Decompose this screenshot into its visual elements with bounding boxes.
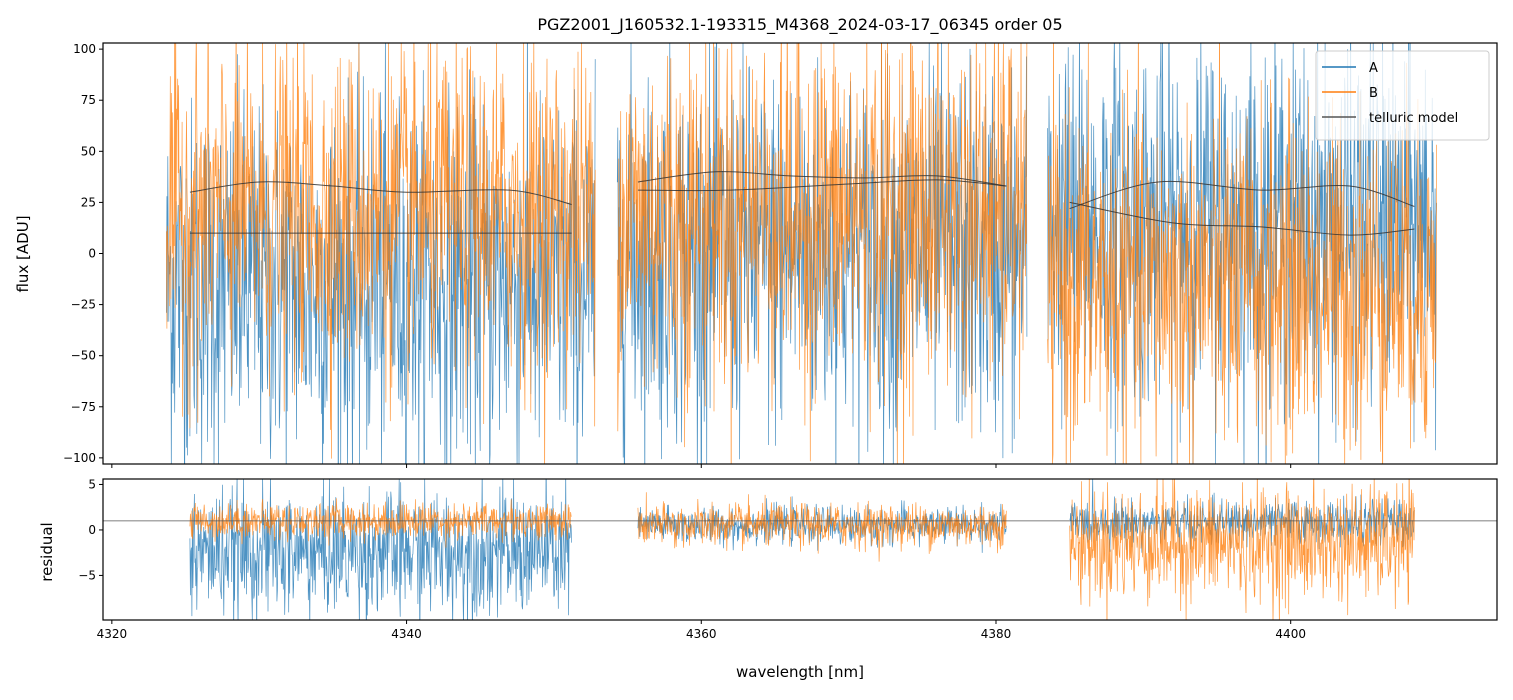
series-b-segment-3 — [1069, 479, 1415, 620]
telluric-model-curve-3 — [637, 171, 1007, 187]
telluric-model-curve-4 — [637, 179, 1007, 192]
x-tick-label: 4380 — [981, 627, 1012, 641]
flux-y-label: flux [ADU] — [14, 215, 32, 292]
y-tick-label: 100 — [73, 42, 96, 56]
y-tick-label: 50 — [81, 144, 96, 158]
telluric-model-curve-5 — [1069, 180, 1415, 210]
series-b-segment-2 — [637, 492, 1007, 562]
legend-label-b: B — [1369, 86, 1378, 101]
series-b-segment-3 — [1047, 43, 1437, 464]
telluric-model-curve-1 — [189, 181, 572, 205]
legend-label-a: A — [1369, 61, 1378, 76]
y-tick-label: 75 — [81, 93, 96, 107]
x-tick-label: 4320 — [97, 627, 128, 641]
residual-axes-frame — [102, 478, 1498, 621]
y-tick-label: 0 — [88, 247, 96, 261]
y-tick-label: −25 — [71, 298, 96, 312]
y-tick-label: −5 — [78, 568, 96, 582]
legend: A B telluric model — [1315, 50, 1490, 141]
y-tick-label: 0 — [88, 523, 96, 537]
series-b-segment-1 — [166, 43, 596, 464]
series-a-segment-1 — [189, 479, 572, 620]
series-b-segment-2 — [616, 43, 1028, 464]
y-tick-label: −75 — [71, 400, 96, 414]
flux-plot-area — [166, 43, 1437, 464]
residual-plot-area — [103, 479, 1497, 620]
y-tick-label: −100 — [63, 451, 96, 465]
legend-label-telluric: telluric model — [1369, 111, 1458, 126]
y-tick-label: 25 — [81, 195, 96, 209]
residual-y-label: residual — [38, 522, 56, 581]
y-tick-label: 5 — [88, 477, 96, 491]
chart-title: PGZ2001_J160532.1-193315_M4368_2024-03-1… — [537, 15, 1062, 35]
x-tick-label: 4400 — [1275, 627, 1306, 641]
x-tick-label: 4340 — [391, 627, 422, 641]
y-tick-label: −50 — [71, 349, 96, 363]
telluric-model-curve-6 — [1069, 201, 1415, 236]
x-axis-label: wavelength [nm] — [736, 663, 864, 681]
x-tick-label: 4360 — [686, 627, 717, 641]
